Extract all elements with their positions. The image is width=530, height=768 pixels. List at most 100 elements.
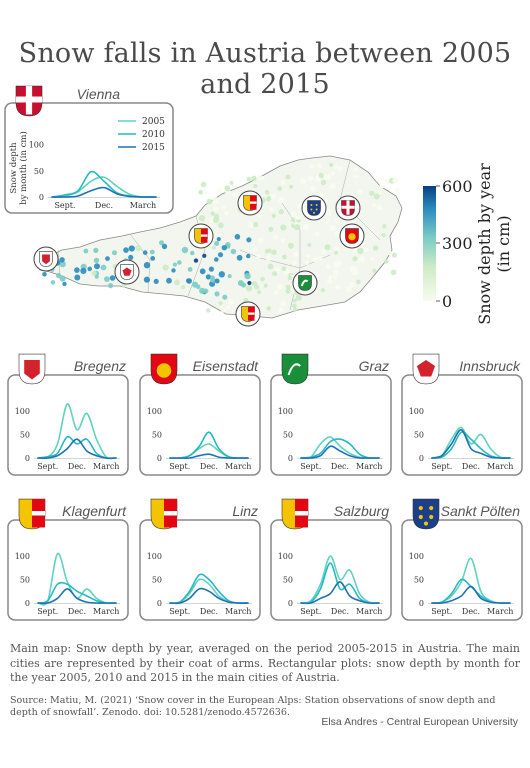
station-dot [325,209,332,217]
station-dot [327,175,332,180]
station-dot [356,279,361,285]
station-dot [315,176,321,183]
station-dot [211,245,216,250]
station-dot [121,283,126,288]
station-dot [384,178,390,183]
station-dot [278,209,284,215]
station-dot [327,278,333,284]
station-dot [384,259,389,264]
station-dot [257,290,262,295]
station-dot [229,180,234,185]
x-tick-label: Dec. [68,462,86,471]
station-dot [159,240,164,246]
station-dot [245,285,253,292]
station-dot [206,308,211,313]
station-dot [214,291,220,297]
station-dot [291,260,297,266]
station-dot [334,250,339,255]
station-dot [109,275,116,281]
x-tick-label: Dec. [331,607,349,616]
x-tick-label: March [487,462,513,471]
city-name: Innsbruck [459,358,521,374]
station-dot [392,177,399,184]
colorbar-gradient [423,186,436,301]
station-dot [214,257,219,262]
station-dot [268,226,274,232]
source-note: Source: Matiu, M. (2021) ‘Snow cover in … [10,695,496,718]
panel-bregenz: Bregenz 0 50 100 Sept. Dec. March [7,353,129,476]
station-dot [321,248,326,254]
station-dot [270,193,276,200]
vienna-arms-icon [15,85,43,117]
station-dot [299,178,306,184]
station-dot [317,163,322,168]
y-tick-label: 0 [25,599,30,608]
station-dot [376,204,383,211]
panel-frame [7,519,129,621]
station-dot [312,256,318,263]
station-dot [276,283,283,290]
station-dot [345,286,352,293]
panel-frame [139,519,261,621]
station-dot [172,262,177,267]
station-dot [370,256,375,261]
series-line-2015 [37,588,117,605]
y-tick-label: 0 [157,599,162,608]
y-tick-label: 100 [147,407,162,416]
station-dot [263,283,268,288]
city-name: Bregenz [74,358,126,374]
station-dot [309,164,314,169]
station-dot [252,247,258,253]
station-dot [193,258,199,263]
y-tick-label: 0 [39,193,44,202]
series-line-2005 [169,443,249,459]
x-tick-label: March [93,462,119,471]
station-dot [135,245,142,252]
station-dot [105,256,110,261]
series-line-2015 [169,587,249,605]
station-dot [334,231,341,238]
station-dot [307,175,313,181]
city-name: Graz [359,358,389,374]
graz-arms-icon [281,353,309,385]
station-dot [290,217,296,223]
station-dot [241,282,247,288]
station-dot [306,253,311,258]
graz-arms-marker [292,270,318,296]
linz-arms-marker [237,190,263,216]
station-dot [255,174,262,181]
station-dot [210,211,215,216]
page-title: Snow falls in Austria between 2005 and 2… [18,38,512,100]
station-dot [295,215,301,220]
station-dot [260,277,265,282]
y-tick-label: 100 [409,407,424,416]
station-dot [104,276,110,282]
station-dot [59,257,65,263]
station-dot [357,247,364,255]
station-dot [278,307,284,313]
x-tick-label: Dec. [462,462,480,471]
station-dot [218,271,225,278]
bregenz-arms-icon [18,353,46,385]
station-dot [277,186,283,191]
author-credit: Elsa Andres - Central European Universit… [321,716,518,728]
station-dot [212,197,219,204]
station-dot [234,234,241,240]
station-dot [328,162,334,167]
series-line-2015 [300,581,380,605]
station-dot [293,251,299,258]
station-dot [295,294,302,301]
station-dot [80,267,87,274]
station-dot [149,249,155,255]
y-tick-label: 100 [15,407,30,416]
city-name: Salzburg [334,503,389,519]
station-dot [256,253,261,259]
station-dot [293,224,301,231]
legend-label-2005: 2005 [142,117,165,127]
station-dot [379,182,385,189]
station-dot [372,268,377,274]
legend-label-2015: 2015 [142,143,165,153]
station-dot [251,175,257,182]
x-tick-label: March [356,607,382,616]
